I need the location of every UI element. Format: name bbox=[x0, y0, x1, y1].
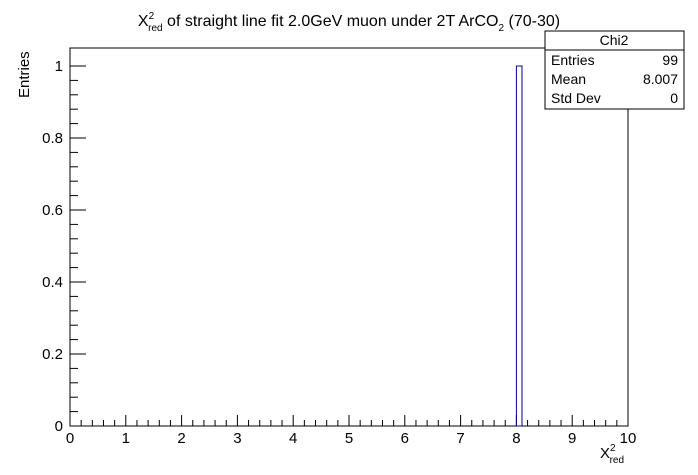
y-tick-label: 0.8 bbox=[42, 130, 63, 147]
title-superscript: 2 bbox=[149, 11, 155, 22]
x-tick-label: 7 bbox=[456, 430, 464, 447]
x-tick-label: 5 bbox=[345, 430, 353, 447]
y-tick-label: 1 bbox=[55, 58, 63, 75]
x-tick-label: 10 bbox=[620, 430, 637, 447]
x-tick-label: 4 bbox=[289, 430, 297, 447]
y-tick-label: 0.6 bbox=[42, 202, 63, 219]
xlabel-superscript: 2 bbox=[610, 443, 616, 454]
x-tick-label: 9 bbox=[568, 430, 576, 447]
y-tick-label: 0.2 bbox=[42, 346, 63, 363]
title-symbol: X bbox=[138, 13, 149, 30]
stats-box-title: Chi2 bbox=[600, 32, 629, 48]
title-main: of straight line fit 2.0GeV muon under 2… bbox=[163, 13, 499, 30]
x-axis-ticks: 0 1 2 3 4 5 6 7 8 9 10 bbox=[66, 415, 637, 447]
title-subscript-2: 2 bbox=[498, 23, 504, 34]
y-axis-label: Entries bbox=[16, 51, 33, 98]
stats-label-entries: Entries bbox=[551, 52, 595, 68]
x-tick-label: 8 bbox=[512, 430, 520, 447]
xlabel-subscript: red bbox=[610, 455, 624, 466]
xlabel-symbol: X bbox=[600, 445, 610, 462]
y-axis-ticks: 0 0.2 0.4 0.6 0.8 1 bbox=[42, 58, 86, 435]
title-subscript: red bbox=[148, 23, 162, 34]
stats-value-entries: 99 bbox=[662, 52, 678, 68]
stats-box-frame bbox=[544, 30, 685, 110]
y-tick-label: 0 bbox=[55, 418, 63, 435]
x-tick-label: 2 bbox=[177, 430, 185, 447]
title-end: (70-30) bbox=[504, 13, 560, 30]
x-tick-label: 3 bbox=[233, 430, 241, 447]
stats-label-mean: Mean bbox=[551, 71, 586, 87]
x-tick-label: 1 bbox=[122, 430, 130, 447]
stats-box: Chi2 Entries 99 Mean 8.007 Std Dev 0 bbox=[544, 30, 685, 110]
plot-frame bbox=[69, 47, 629, 427]
stats-value-std-dev: 0 bbox=[670, 90, 678, 106]
x-tick-label: 6 bbox=[401, 430, 409, 447]
histogram-bars bbox=[515, 65, 523, 427]
x-axis-label: X2 red bbox=[600, 443, 624, 466]
y-tick-label: 0.4 bbox=[42, 274, 63, 291]
x-tick-label: 0 bbox=[66, 430, 74, 447]
stats-label-std-dev: Std Dev bbox=[551, 90, 601, 106]
chart-title: X2 red of straight line fit 2.0GeV muon u… bbox=[138, 11, 560, 34]
stats-value-mean: 8.007 bbox=[643, 71, 678, 87]
histogram-bar bbox=[515, 65, 523, 427]
